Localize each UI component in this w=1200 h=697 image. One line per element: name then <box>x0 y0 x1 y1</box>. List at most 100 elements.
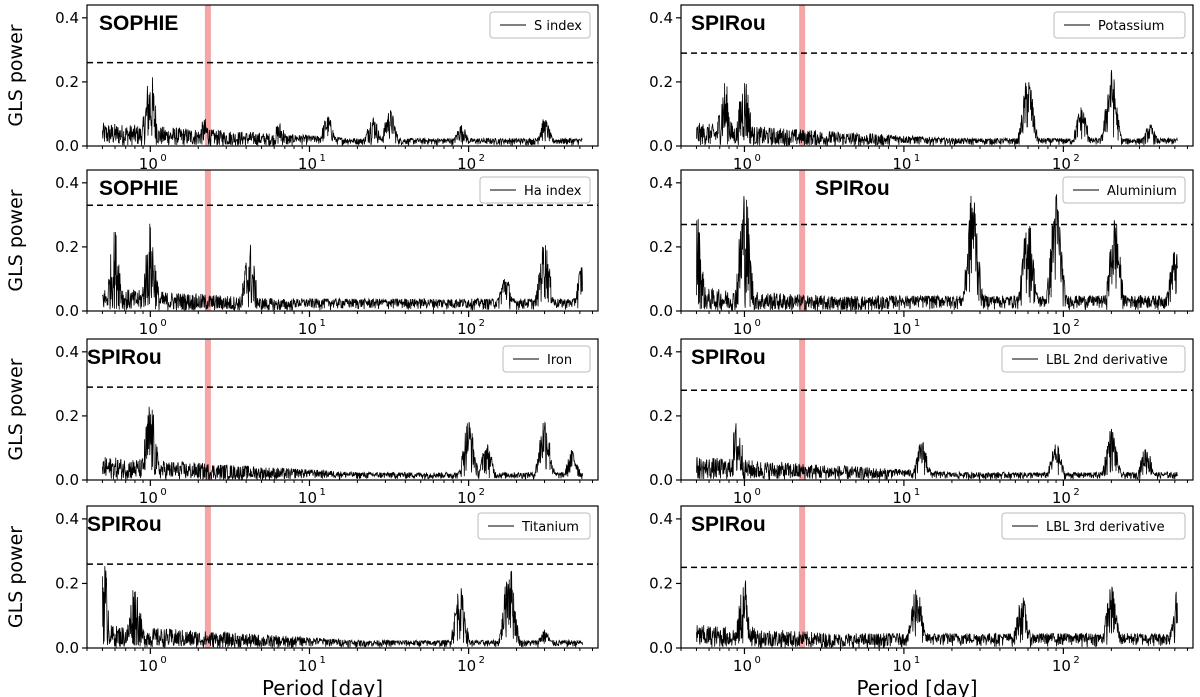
legend-box <box>489 11 591 39</box>
legend-label: LBL 2nd derivative <box>1046 353 1168 368</box>
x-tick-label: 10 <box>733 657 752 675</box>
gls-periodogram-line <box>696 423 1178 481</box>
legend-box <box>1001 345 1186 373</box>
y-tick-label: 0.0 <box>649 302 673 320</box>
period-highlight-band <box>799 506 806 648</box>
y-tick-label: 0.2 <box>55 238 79 256</box>
x-tick-label: 10 <box>892 320 911 338</box>
x-tick-exponent: 2 <box>479 487 485 498</box>
gls-periodogram-line <box>102 77 583 147</box>
x-tick-exponent: 0 <box>160 487 166 498</box>
instrument-label: SPIRou <box>815 177 890 200</box>
period-highlight-band <box>204 5 211 146</box>
axes-frame <box>680 338 1194 481</box>
x-tick-label: 10 <box>1052 657 1071 675</box>
legend-label: Aluminium <box>1107 184 1177 199</box>
x-tick-exponent: 1 <box>914 655 920 666</box>
y-tick-label: 0.4 <box>55 510 79 528</box>
gls-periodogram-line <box>102 566 583 649</box>
y-tick-label: 0.2 <box>55 407 79 425</box>
x-tick-exponent: 1 <box>319 487 325 498</box>
gls-periodogram-line <box>696 580 1178 649</box>
x-tick-exponent: 2 <box>1073 318 1079 329</box>
x-tick-label: 10 <box>457 657 476 675</box>
gls-periodogram-line <box>102 406 583 481</box>
period-highlight-band <box>204 506 211 648</box>
period-highlight-band <box>799 339 806 480</box>
y-tick-label: 0.2 <box>649 407 673 425</box>
gls-periodogram-line <box>696 69 1178 147</box>
x-tick-label: 10 <box>733 489 752 507</box>
legend-label: LBL 3rd derivative <box>1046 520 1165 535</box>
y-tick-label: 0.4 <box>55 174 79 192</box>
instrument-label: SOPHIE <box>99 177 178 200</box>
y-tick-label: 0.2 <box>55 574 79 592</box>
x-tick-label: 10 <box>139 320 158 338</box>
axes-frame <box>86 505 599 649</box>
y-tick-label: 0.0 <box>55 137 79 155</box>
legend-box <box>477 512 591 540</box>
x-tick-label: 10 <box>139 489 158 507</box>
x-tick-exponent: 1 <box>319 655 325 666</box>
x-tick-exponent: 0 <box>160 655 166 666</box>
instrument-label: SPIRou <box>691 513 766 536</box>
y-tick-label: 0.4 <box>649 9 673 27</box>
legend-box <box>479 176 591 204</box>
x-tick-exponent: 2 <box>479 655 485 666</box>
x-tick-exponent: 0 <box>754 318 760 329</box>
x-tick-label: 10 <box>139 155 158 173</box>
y-tick-label: 0.0 <box>55 471 79 489</box>
instrument-label: SPIRou <box>87 346 162 369</box>
y-tick-label: 0.4 <box>55 9 79 27</box>
y-tick-label: 0.4 <box>649 174 673 192</box>
x-tick-exponent: 2 <box>479 153 485 164</box>
y-tick-label: 0.4 <box>649 510 673 528</box>
instrument-label: SPIRou <box>691 346 766 369</box>
gls-periodogram-line <box>696 194 1178 312</box>
instrument-label: SPIRou <box>87 513 162 536</box>
axes-frame <box>680 4 1194 147</box>
x-tick-label: 10 <box>139 657 158 675</box>
x-tick-exponent: 2 <box>1073 153 1079 164</box>
x-tick-label: 10 <box>457 489 476 507</box>
x-tick-label: 10 <box>892 657 911 675</box>
x-tick-label: 10 <box>298 155 317 173</box>
x-tick-exponent: 1 <box>319 318 325 329</box>
y-tick-label: 0.2 <box>649 238 673 256</box>
instrument-label: SOPHIE <box>99 12 178 35</box>
x-tick-exponent: 2 <box>1073 655 1079 666</box>
x-tick-label: 10 <box>457 320 476 338</box>
y-tick-label: 0.4 <box>649 343 673 361</box>
period-highlight-band <box>204 170 211 311</box>
period-highlight-band <box>204 339 211 480</box>
x-tick-exponent: 1 <box>914 318 920 329</box>
x-tick-label: 10 <box>733 320 752 338</box>
legend-label: Titanium <box>521 520 579 535</box>
axes-frame <box>86 4 599 147</box>
period-highlight-band <box>799 170 806 311</box>
instrument-label: SPIRou <box>691 12 766 35</box>
x-tick-label: 10 <box>733 155 752 173</box>
x-tick-exponent: 2 <box>479 318 485 329</box>
axes-frame <box>680 169 1194 312</box>
x-tick-label: 10 <box>298 320 317 338</box>
x-tick-exponent: 1 <box>914 153 920 164</box>
x-tick-label: 10 <box>457 155 476 173</box>
period-highlight-band <box>799 5 806 146</box>
y-tick-label: 0.4 <box>55 343 79 361</box>
x-tick-label: 10 <box>1052 489 1071 507</box>
x-tick-label: 10 <box>298 657 317 675</box>
axes-frame <box>86 338 599 481</box>
x-axis-label: Period [day] <box>856 676 977 697</box>
gls-periodogram-line <box>102 223 583 312</box>
x-tick-exponent: 0 <box>754 153 760 164</box>
y-tick-label: 0.0 <box>55 639 79 657</box>
y-tick-label: 0.2 <box>55 73 79 91</box>
x-tick-label: 10 <box>1052 320 1071 338</box>
